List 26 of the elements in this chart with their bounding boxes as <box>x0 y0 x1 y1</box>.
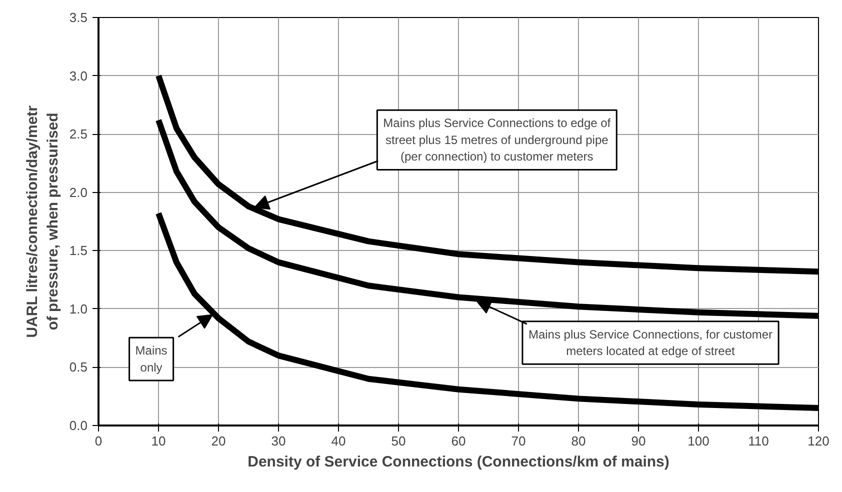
x-tick-label: 20 <box>211 434 226 448</box>
x-tick-label: 100 <box>688 434 710 448</box>
y-tick-label: 1.0 <box>69 301 88 316</box>
x-tick-label: 40 <box>331 434 346 448</box>
y-tick-label: 0.0 <box>69 418 88 433</box>
x-tick-label: 70 <box>511 434 526 448</box>
annotation: Mains plus Service Connections, for customer meters located at edge of street <box>528 327 773 358</box>
x-tick-label: 30 <box>271 434 286 448</box>
x-tick-label: 110 <box>748 434 769 448</box>
y-tick-label: 2.5 <box>69 126 88 142</box>
x-tick-label: 0 <box>94 434 102 448</box>
y-tick-label: 2.0 <box>69 184 88 200</box>
x-tick-label: 10 <box>151 434 166 448</box>
y-tick-label: 0.5 <box>69 360 88 375</box>
x-tick-label: 80 <box>571 434 586 448</box>
annotation: Mains plus Service Connections to edge of street plus 15 metres of underground pipe (per connection) to customer meters <box>383 116 612 164</box>
annotation: Mains only <box>135 344 168 374</box>
y-tick-label: 1.5 <box>69 243 88 258</box>
x-axis-title: Density of Service Connections (Connections/km of mains) <box>248 454 670 470</box>
x-tick-label: 120 <box>808 434 830 448</box>
y-axis-title: UARL litres/connection/day/metr of pressure, when pressurised <box>24 105 62 338</box>
y-tick-label: 3.0 <box>69 68 88 84</box>
x-tick-label: 50 <box>391 434 406 448</box>
x-tick-label: 90 <box>631 434 646 448</box>
y-tick-label: 3.5 <box>69 10 88 25</box>
x-tick-label: 60 <box>451 434 466 448</box>
